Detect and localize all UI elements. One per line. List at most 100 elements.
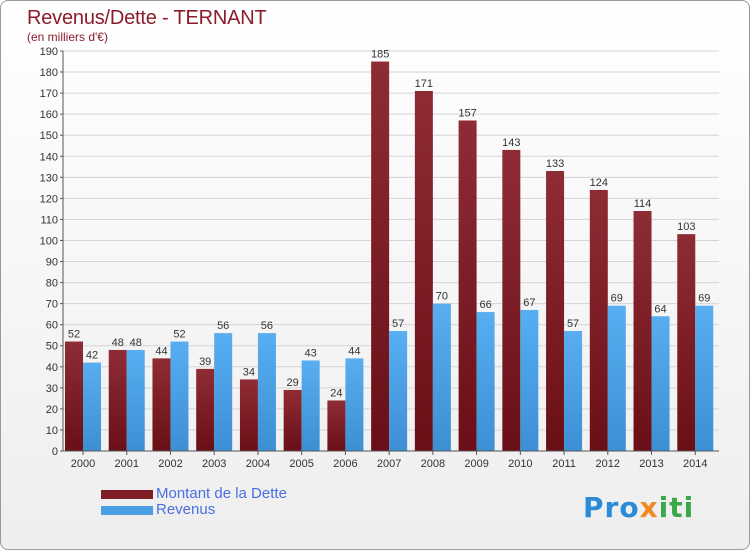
y-tick-label-150: 150 (40, 130, 58, 142)
y-tick-label-190: 190 (40, 46, 58, 58)
legend-label-debt: Montant de la Dette (156, 485, 287, 502)
bar-revenue-2001 (126, 349, 145, 451)
data-label-revenue-2001: 48 (130, 337, 142, 349)
y-tick-label-120: 120 (40, 193, 58, 205)
x-tick-label-2014: 2014 (683, 458, 707, 470)
bar-debt-2010 (502, 149, 521, 451)
data-label-debt-2005: 29 (287, 377, 299, 389)
x-tick-label-2006: 2006 (333, 458, 357, 470)
chart-title: Revenus/Dette - TERNANT (27, 7, 267, 29)
x-tick-label-2009: 2009 (464, 458, 488, 470)
bar-debt-2008 (414, 91, 433, 451)
data-label-revenue-2002: 52 (173, 329, 185, 341)
bar-revenue-2007 (389, 331, 408, 451)
data-label-debt-2006: 24 (330, 387, 342, 399)
x-tick-label-2011: 2011 (552, 458, 576, 470)
y-tick-label-80: 80 (46, 278, 58, 290)
y-tick-label-70: 70 (46, 299, 58, 311)
data-label-revenue-2008: 70 (436, 291, 448, 303)
legend-swatch-revenue (101, 506, 153, 515)
data-label-debt-2011: 133 (546, 158, 564, 170)
x-tick-label-2013: 2013 (639, 458, 663, 470)
y-tick-label-160: 160 (40, 109, 58, 121)
bar-debt-2005 (283, 389, 302, 451)
data-label-debt-2001: 48 (112, 337, 124, 349)
bar-revenue-2013 (651, 316, 670, 451)
y-tick-label-100: 100 (40, 235, 58, 247)
bar-debt-2002 (152, 358, 171, 451)
y-tick-label-30: 30 (46, 383, 58, 395)
x-tick-label-2008: 2008 (421, 458, 445, 470)
legend-swatch-debt (101, 490, 153, 499)
data-label-debt-2003: 39 (199, 356, 211, 368)
y-tick-label-20: 20 (46, 404, 58, 416)
bar-debt-2001 (108, 349, 127, 451)
bar-revenue-2012 (607, 305, 626, 451)
bar-revenue-2004 (257, 333, 276, 451)
x-tick-label-2007: 2007 (377, 458, 401, 470)
labels: 0 10 20 30 40 50 60 70 80 90 100 110 120 130 140 150 160… (40, 46, 711, 470)
data-label-revenue-2004: 56 (261, 320, 273, 332)
data-label-revenue-2000: 42 (86, 350, 98, 362)
y-tick-label-10: 10 (46, 425, 58, 437)
data-label-revenue-2007: 57 (392, 318, 404, 330)
bar-debt-2012 (589, 189, 608, 451)
y-tick-label-130: 130 (40, 172, 58, 184)
data-label-revenue-2006: 44 (348, 345, 360, 357)
data-label-debt-2007: 185 (371, 49, 389, 61)
proxiti-logo: Proxiti (583, 491, 695, 524)
x-tick-label-2001: 2001 (114, 458, 138, 470)
bar-revenue-2008 (432, 303, 451, 451)
y-tick-label-90: 90 (46, 257, 58, 269)
bar-debt-2006 (327, 400, 346, 451)
axes (60, 50, 719, 455)
data-label-revenue-2003: 56 (217, 320, 229, 332)
data-label-debt-2014: 103 (677, 221, 695, 233)
data-label-revenue-2005: 43 (305, 347, 317, 359)
legend-label-revenue: Revenus (156, 501, 216, 518)
y-tick-label-140: 140 (40, 151, 58, 163)
data-label-revenue-2012: 69 (611, 293, 623, 305)
bar-revenue-2002 (170, 341, 189, 451)
y-tick-label-0: 0 (52, 446, 58, 458)
x-tick-label-2004: 2004 (246, 458, 270, 470)
bar-debt-2014 (677, 234, 696, 451)
bar-revenue-2009 (476, 312, 495, 451)
data-label-debt-2008: 171 (415, 78, 433, 90)
bars (65, 61, 714, 452)
data-label-debt-2002: 44 (155, 345, 167, 357)
y-tick-label-60: 60 (46, 320, 58, 332)
bar-revenue-2003 (214, 333, 233, 451)
bar-revenue-2005 (301, 360, 320, 451)
data-label-revenue-2009: 66 (479, 299, 491, 311)
data-label-debt-2010: 143 (502, 137, 520, 149)
data-label-debt-2000: 52 (68, 329, 80, 341)
y-tick-label-110: 110 (40, 214, 58, 226)
x-tick-label-2002: 2002 (158, 458, 182, 470)
bar-debt-2003 (196, 368, 215, 451)
x-tick-label-2000: 2000 (71, 458, 95, 470)
y-tick-label-50: 50 (46, 341, 58, 353)
data-label-revenue-2011: 57 (567, 318, 579, 330)
bar-debt-2007 (371, 61, 390, 452)
y-tick-label-40: 40 (46, 362, 58, 374)
bar-debt-2009 (458, 120, 477, 451)
data-label-debt-2009: 157 (458, 107, 476, 119)
bar-debt-2000 (65, 341, 83, 451)
bar-debt-2013 (633, 211, 652, 451)
data-label-debt-2012: 124 (590, 177, 608, 189)
data-label-revenue-2014: 69 (698, 293, 710, 305)
chart-subtitle: (en milliers d'€) (27, 30, 108, 44)
data-label-debt-2013: 114 (634, 198, 652, 210)
data-label-revenue-2013: 64 (654, 303, 666, 315)
x-tick-label-2010: 2010 (508, 458, 532, 470)
x-tick-label-2003: 2003 (202, 458, 226, 470)
x-tick-label-2012: 2012 (596, 458, 620, 470)
bar-revenue-2010 (520, 309, 539, 451)
x-tick-label-2005: 2005 (289, 458, 313, 470)
y-tick-label-180: 180 (40, 67, 58, 79)
data-label-revenue-2010: 67 (523, 297, 535, 309)
y-tick-label-170: 170 (40, 88, 58, 100)
